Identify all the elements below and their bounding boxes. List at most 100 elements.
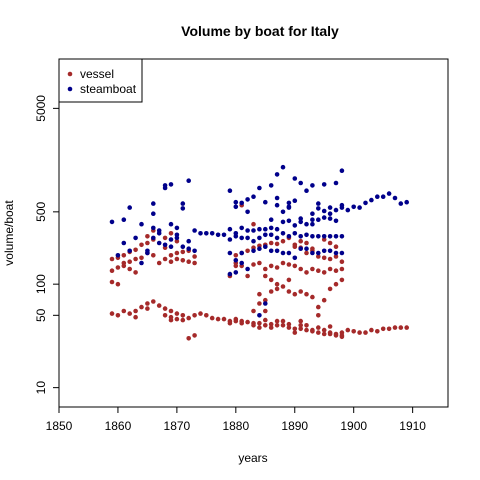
- steamboat-point: [263, 244, 268, 249]
- vessel-point: [133, 314, 138, 320]
- steamboat-point: [127, 248, 132, 254]
- vessel-point: [286, 321, 292, 327]
- vessel-point: [333, 244, 339, 249]
- vessel-point: [180, 249, 186, 255]
- x-tick-label: 1910: [399, 419, 426, 433]
- x-tick-label: 1890: [281, 419, 308, 433]
- steamboat-point: [133, 235, 138, 241]
- vessel-point: [162, 235, 168, 241]
- steamboat-point: [227, 250, 233, 256]
- steamboat-point: [292, 198, 298, 203]
- steamboat-point: [327, 205, 333, 210]
- steamboat-point: [298, 180, 304, 186]
- vessel-point: [339, 266, 345, 272]
- steamboat-point: [292, 231, 298, 236]
- steamboat-point: [310, 234, 315, 239]
- steamboat-point: [180, 244, 186, 249]
- steamboat-point: [257, 226, 262, 232]
- vessel-point: [304, 323, 309, 328]
- vessel-point: [227, 320, 233, 326]
- vessel-point: [251, 308, 256, 314]
- steamboat-point: [292, 223, 298, 228]
- vessel-point: [156, 303, 162, 308]
- steamboat-point: [251, 248, 256, 254]
- steamboat-point: [274, 202, 280, 208]
- steamboat-point: [145, 248, 150, 254]
- steamboat-point: [180, 201, 186, 206]
- steamboat-point: [327, 234, 333, 239]
- steamboat-point: [268, 225, 274, 231]
- steamboat-point: [280, 231, 286, 236]
- vessel-point: [327, 266, 333, 272]
- vessel-point: [251, 221, 256, 227]
- steamboat-point: [392, 195, 398, 201]
- series-vessel: [109, 202, 410, 341]
- vessel-point: [310, 246, 315, 251]
- x-axis-label: years: [238, 451, 267, 465]
- steamboat-point: [227, 271, 233, 277]
- vessel-point: [345, 327, 351, 333]
- vessel-point: [339, 330, 345, 335]
- steamboat-point: [209, 231, 215, 236]
- vessel-point: [327, 330, 333, 335]
- steamboat-point: [192, 228, 197, 233]
- steamboat-point: [298, 216, 304, 221]
- vessel-point: [174, 256, 180, 262]
- steamboat-point: [156, 240, 162, 246]
- vessel-point: [280, 238, 286, 244]
- steamboat-point: [268, 183, 274, 188]
- vessel-point: [380, 326, 386, 332]
- vessel-point: [268, 325, 274, 330]
- vessel-point: [333, 331, 339, 337]
- vessel-point: [321, 255, 327, 261]
- steamboat-point: [162, 185, 168, 191]
- legend-marker-steamboat: [67, 86, 73, 92]
- x-axis: 1850 1860 1870 1880 1890 1900 1910: [46, 407, 426, 433]
- vessel-point: [298, 318, 304, 324]
- steamboat-point: [316, 201, 321, 206]
- steamboat-point: [310, 217, 315, 222]
- vessel-point: [133, 308, 138, 314]
- vessel-point: [268, 277, 274, 283]
- vessel-point: [280, 318, 286, 324]
- vessel-point: [251, 320, 256, 326]
- y-axis-label: volume/boat: [2, 200, 16, 266]
- steamboat-point: [121, 240, 127, 246]
- steamboat-point: [233, 234, 239, 239]
- steamboat-point: [286, 204, 292, 210]
- vessel-point: [162, 313, 168, 318]
- vessel-point: [121, 253, 127, 258]
- steamboat-point: [321, 208, 327, 214]
- vessel-point: [109, 311, 115, 316]
- vessel-point: [192, 260, 197, 266]
- steamboat-point: [380, 194, 386, 199]
- vessel-point: [233, 263, 239, 269]
- vessel-point: [139, 242, 144, 248]
- steamboat-point: [239, 250, 244, 256]
- vessel-point: [180, 258, 186, 263]
- steamboat-point: [151, 211, 156, 216]
- vessel-point: [292, 263, 298, 269]
- steamboat-point: [310, 250, 315, 256]
- vessel-point: [139, 304, 144, 310]
- steamboat-point: [127, 205, 132, 210]
- vessel-point: [192, 313, 197, 318]
- vessel-point: [268, 289, 274, 294]
- steamboat-point: [239, 260, 244, 266]
- vessel-point: [327, 324, 333, 329]
- vessel-point: [121, 308, 127, 314]
- data-points: [109, 164, 410, 341]
- vessel-point: [145, 234, 150, 239]
- steamboat-point: [245, 209, 250, 215]
- steamboat-point: [386, 191, 392, 196]
- steamboat-point: [257, 185, 262, 191]
- vessel-point: [115, 265, 121, 270]
- vessel-point: [333, 254, 339, 259]
- y-axis: 10 50 100 500 5000: [34, 95, 59, 394]
- vessel-point: [233, 253, 239, 258]
- steamboat-point: [233, 204, 239, 210]
- steamboat-point: [174, 235, 180, 241]
- vessel-point: [274, 323, 280, 328]
- steamboat-point: [316, 250, 321, 256]
- vessel-point: [321, 297, 327, 303]
